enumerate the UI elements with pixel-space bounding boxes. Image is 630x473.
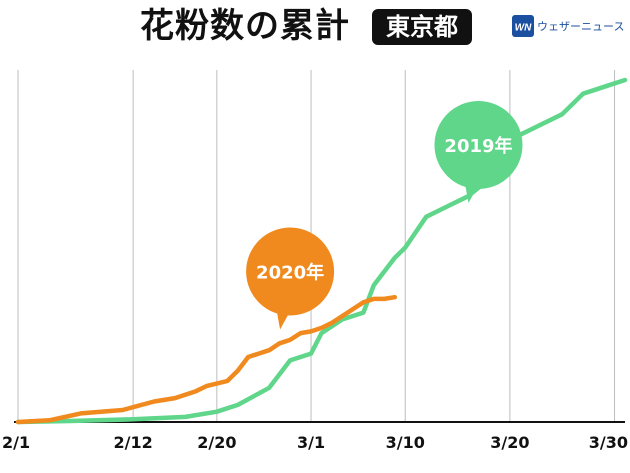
svg-text:WN: WN: [515, 23, 532, 34]
callout-circle: [246, 227, 335, 316]
brand: WN ウェザーニュース: [512, 14, 624, 38]
callout-bubble: 2020年: [246, 227, 335, 330]
x-tick-label: 3/20: [490, 433, 529, 452]
x-tick-label: 3/30: [589, 433, 628, 452]
callout-circle: [434, 100, 523, 189]
region-badge: 東京都: [372, 9, 472, 45]
weathernews-logo-icon: WN: [512, 15, 534, 37]
callout-pointer: [276, 307, 293, 330]
series-line-2020年: [15, 294, 398, 425]
chart-title: 花粉数の累計: [140, 6, 350, 46]
x-tick-label: 3/1: [297, 433, 325, 452]
x-tick-label: 3/10: [386, 433, 425, 452]
x-tick-label: 2/1: [2, 433, 30, 452]
x-tick-label: 2/20: [197, 433, 236, 452]
callout-label: 2019年: [444, 135, 512, 157]
x-tick-label: 2/12: [113, 433, 152, 452]
callout-label: 2020年: [256, 262, 324, 284]
callout-bubble: 2019年: [434, 100, 523, 203]
cumulative-pollen-chart: 2/1 2/12 2/20 3/1 3/10 3/20 3/30 2019年 2020年: [2, 70, 628, 452]
chart-header: 花粉数の累計 東京都 WN ウェザーニュース: [0, 0, 630, 58]
brand-name: ウェザーニュース: [537, 20, 625, 33]
callout-pointer: [464, 180, 481, 203]
